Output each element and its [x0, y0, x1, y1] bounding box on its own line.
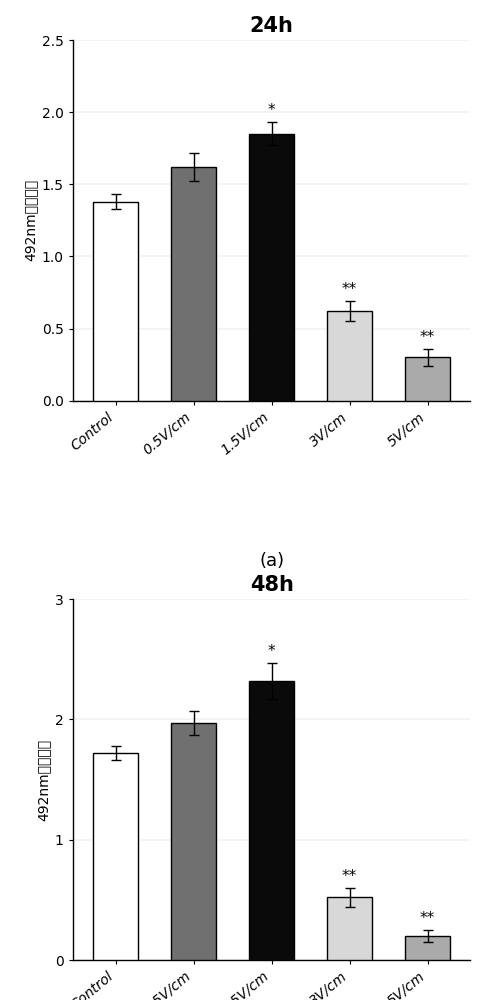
Bar: [248, 681, 294, 960]
Y-axis label: 492nm吸光度値: 492nm吸光度値: [37, 739, 50, 821]
Bar: [326, 897, 371, 960]
Bar: [171, 723, 216, 960]
Bar: [326, 311, 371, 401]
Text: **: **: [419, 911, 434, 926]
Bar: [248, 134, 294, 401]
Bar: [404, 357, 449, 401]
Bar: [404, 936, 449, 960]
Text: **: **: [341, 869, 357, 884]
Title: 48h: 48h: [249, 575, 293, 595]
Bar: [93, 202, 138, 401]
Text: *: *: [267, 644, 275, 659]
Text: **: **: [341, 282, 357, 297]
Text: *: *: [267, 103, 275, 118]
Bar: [93, 753, 138, 960]
Title: 24h: 24h: [249, 16, 293, 36]
Bar: [171, 167, 216, 401]
Text: (a): (a): [258, 552, 284, 570]
Y-axis label: 492nm吸光度値: 492nm吸光度値: [24, 179, 37, 261]
Text: **: **: [419, 330, 434, 345]
